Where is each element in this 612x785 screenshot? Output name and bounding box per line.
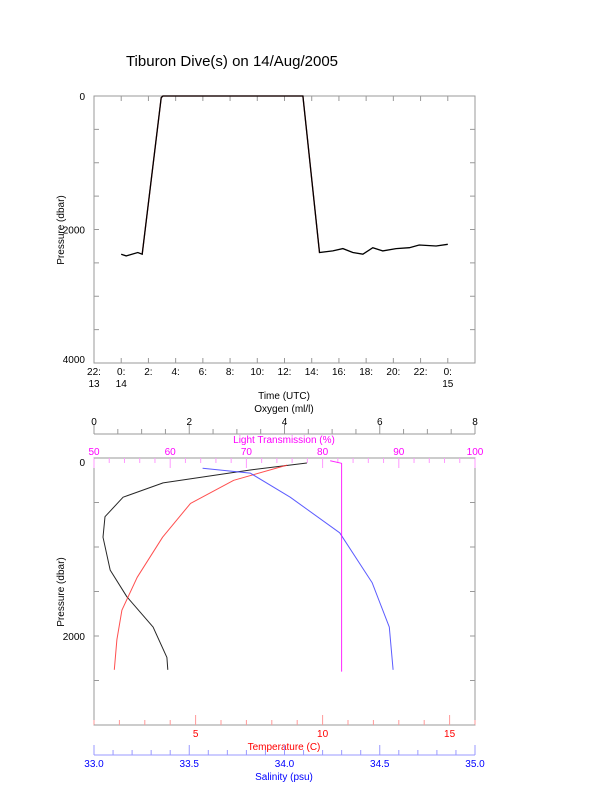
top-x-axis-label: Time (UTC): [258, 391, 310, 402]
oxygen-tick-label: 8: [472, 417, 478, 428]
x-tick-label: 10:: [250, 367, 264, 378]
light-tick-label: 80: [317, 447, 329, 458]
y-tick-label: 4000: [63, 355, 86, 366]
light-tick-label: 90: [393, 447, 405, 458]
temperature-tick-label: 5: [193, 729, 199, 740]
salinity-tick-label: 33.0: [84, 759, 104, 770]
oxygen-tick-label: 0: [91, 417, 97, 428]
oxygen-tick-label: 6: [377, 417, 383, 428]
profile-temperature: [113, 464, 288, 670]
temperature-tick-label: 10: [317, 729, 329, 740]
series-dive-pressure: [120, 95, 448, 257]
x-tick-sublabel: 13: [88, 379, 100, 390]
light-tick-label: 50: [88, 447, 100, 458]
oxygen-tick-label: 2: [186, 417, 192, 428]
oxygen-axis-label: Oxygen (ml/l): [254, 404, 313, 415]
x-tick-label: 16:: [332, 367, 346, 378]
y-tick-label: 0: [79, 92, 85, 103]
series-surface-segment: [141, 95, 321, 255]
salinity-tick-label: 33.5: [180, 759, 200, 770]
x-tick-label: 0:: [117, 367, 125, 378]
profile-plot: Oxygen (ml/l) Light Transmission (%) Tem…: [56, 404, 485, 783]
x-tick-label: 22:: [414, 367, 428, 378]
salinity-tick-label: 34.5: [370, 759, 390, 770]
pressure-time-plot: Time (UTC) Pressure (dbar) 22:130:142: 4:…: [56, 92, 476, 402]
salinity-tick-label: 35.0: [465, 759, 485, 770]
x-tick-label: 0:: [444, 367, 452, 378]
salinity-axis-label: Salinity (psu): [255, 772, 313, 783]
y-tick-label: 2000: [63, 632, 86, 643]
x-tick-sublabel: 15: [442, 379, 454, 390]
light-axis-label: Light Transmission (%): [233, 435, 335, 446]
top-plot-frame: [93, 95, 476, 364]
x-tick-label: 8:: [226, 367, 234, 378]
profile-oxygen: [102, 462, 307, 670]
x-tick-label: 18:: [359, 367, 373, 378]
x-tick-label: 4:: [171, 367, 179, 378]
x-tick-label: 20:: [386, 367, 400, 378]
profile-salinity: [202, 467, 394, 670]
oxygen-tick-label: 4: [282, 417, 288, 428]
temperature-tick-label: 15: [444, 729, 456, 740]
x-tick-sublabel: 14: [116, 379, 128, 390]
light-tick-label: 60: [165, 447, 177, 458]
bottom-plot-frame: [93, 457, 476, 726]
x-tick-label: 6:: [199, 367, 207, 378]
top-y-axis-label: Pressure (dbar): [56, 195, 67, 264]
bottom-y-axis-label: Pressure (dbar): [56, 557, 67, 626]
salinity-tick-label: 34.0: [275, 759, 295, 770]
x-tick-label: 2:: [144, 367, 152, 378]
y-tick-label: 2000: [63, 226, 86, 237]
x-tick-label: 14:: [305, 367, 319, 378]
light-tick-label: 100: [467, 447, 484, 458]
y-tick-label: 0: [79, 458, 85, 469]
profile-light-transmission: [330, 460, 343, 672]
chart-title: Tiburon Dive(s) on 14/Aug/2005: [126, 53, 338, 70]
light-tick-label: 70: [241, 447, 253, 458]
x-tick-label: 22:: [87, 367, 101, 378]
x-tick-label: 12:: [278, 367, 292, 378]
